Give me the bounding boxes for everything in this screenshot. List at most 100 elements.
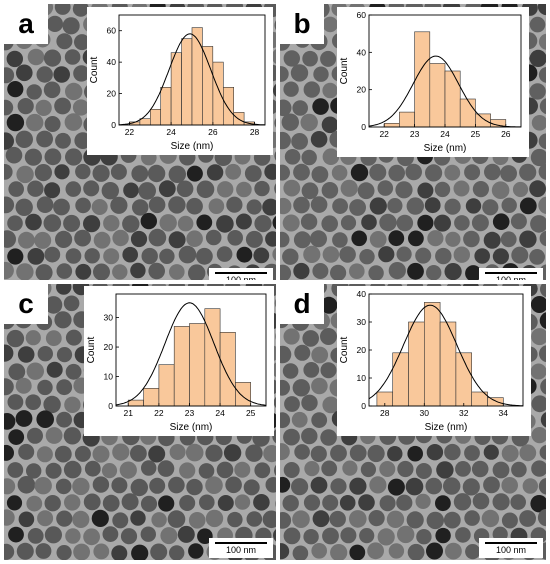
nanoparticle	[426, 542, 443, 560]
nanoparticle	[484, 163, 501, 181]
nanoparticle	[539, 98, 546, 115]
nanoparticle	[426, 265, 442, 280]
nanoparticle	[27, 528, 44, 544]
nanoparticle	[280, 379, 290, 396]
nanoparticle	[64, 396, 81, 413]
nanoparticle	[310, 131, 328, 148]
histogram-bar	[158, 364, 175, 407]
nanoparticle	[492, 493, 510, 511]
nanoparticle	[322, 396, 340, 414]
nanoparticle	[292, 545, 309, 560]
histogram-bar	[414, 31, 431, 128]
nanoparticle	[283, 462, 300, 478]
nanoparticle	[56, 379, 73, 396]
nanoparticle	[320, 50, 337, 67]
size-histogram: 28 30 32 34 0 10 20 30 40 Size (nm) Count	[339, 289, 524, 433]
nanoparticle	[312, 263, 329, 279]
nanoparticle	[54, 164, 70, 180]
nanoparticle	[56, 510, 73, 527]
nanoparticle	[272, 215, 276, 230]
nanoparticle	[280, 66, 289, 82]
nanoparticle	[292, 510, 310, 528]
nanoparticle	[16, 165, 34, 184]
nanoparticle	[140, 212, 157, 230]
nanoparticle	[405, 163, 422, 181]
scale-bar: 100 nm	[479, 268, 543, 280]
scale-bar-label: 100 nm	[495, 275, 527, 280]
nanoparticle	[474, 248, 490, 264]
nanoparticle	[294, 444, 310, 460]
nanoparticle	[320, 429, 337, 446]
x-tick-label: 32	[459, 408, 469, 418]
nanoparticle	[388, 543, 405, 559]
nanoparticle	[311, 412, 328, 428]
x-tick-label: 28	[250, 127, 260, 137]
nanoparticle	[197, 528, 213, 544]
nanoparticle	[349, 477, 367, 495]
nanoparticle	[225, 476, 242, 494]
nanoparticle	[284, 149, 301, 165]
nanoparticle	[434, 214, 451, 232]
scale-bar-line	[485, 272, 537, 274]
nanoparticle	[54, 445, 72, 463]
nanoparticle	[44, 148, 62, 166]
nanoparticle	[425, 477, 443, 495]
nanoparticle	[407, 445, 423, 462]
nanoparticle	[54, 311, 72, 329]
nanoparticle	[102, 526, 119, 542]
nanoparticle	[56, 347, 73, 363]
nanoparticle	[340, 527, 357, 544]
nanoparticle	[64, 113, 83, 131]
nanoparticle	[16, 263, 34, 280]
x-tick-label: 25	[246, 408, 256, 418]
nanoparticle	[225, 163, 242, 180]
nanoparticle	[46, 15, 64, 32]
nanoparticle	[103, 215, 120, 232]
nanoparticle	[185, 443, 204, 462]
nanoparticle	[320, 362, 337, 379]
histogram-bar	[149, 109, 161, 126]
nanoparticle	[397, 525, 415, 544]
nanoparticle	[282, 248, 299, 265]
nanoparticle	[500, 165, 517, 182]
nanoparticle	[368, 265, 384, 280]
nanoparticle	[158, 495, 175, 512]
nanoparticle	[280, 231, 290, 248]
nanoparticle	[320, 296, 338, 314]
nanoparticle	[265, 477, 276, 493]
histogram-bar	[139, 118, 151, 126]
nanoparticle	[73, 65, 90, 82]
nanoparticle	[530, 296, 546, 313]
nanoparticle	[36, 446, 53, 463]
nanoparticle	[301, 182, 319, 200]
nanoparticle	[529, 49, 546, 67]
nanoparticle	[312, 98, 329, 115]
nanoparticle	[4, 413, 16, 430]
nanoparticle	[72, 99, 90, 116]
nanoparticle	[130, 478, 148, 497]
nanoparticle	[538, 33, 546, 50]
nanoparticle	[367, 444, 385, 463]
nanoparticle	[37, 510, 54, 527]
histogram-bar	[191, 27, 203, 126]
x-tick-label: 22	[154, 408, 164, 418]
histogram-bar	[459, 98, 476, 128]
histogram-bar	[173, 326, 190, 407]
nanoparticle	[6, 50, 23, 68]
nanoparticle	[537, 508, 546, 527]
nanoparticle	[388, 164, 405, 182]
nanoparticle	[245, 230, 263, 248]
nanoparticle	[4, 261, 14, 280]
panel-letter: c	[4, 284, 48, 324]
size-histogram-inset: 22 23 24 25 26 0 20 40 60 Size (nm) Count	[337, 7, 529, 157]
nanoparticle	[26, 463, 42, 479]
nanoparticle	[396, 246, 412, 262]
histogram-bar	[399, 111, 415, 128]
y-tick-label: 20	[107, 89, 117, 99]
nanoparticle	[312, 510, 330, 528]
nanoparticle	[510, 213, 527, 230]
nanoparticle	[492, 526, 508, 542]
nanoparticle	[243, 479, 260, 496]
nanoparticle	[531, 460, 546, 477]
nanoparticle	[7, 462, 24, 478]
